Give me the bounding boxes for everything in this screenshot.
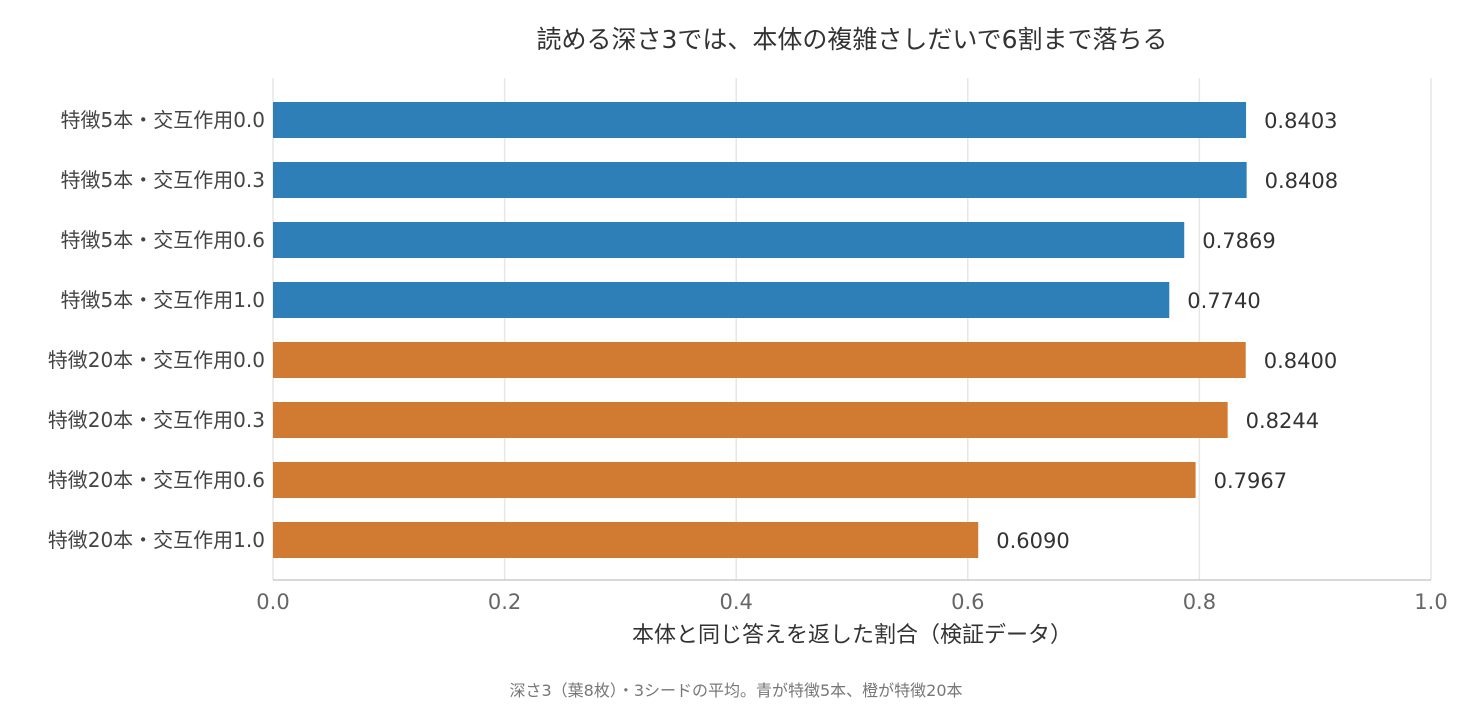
chart-title: 読める深さ3では、本体の複雑さしだいで6割まで落ちる [536,25,1167,54]
category-labels: 特徴5本・交互作用0.0 特徴5本・交互作用0.3 特徴5本・交互作用0.6 特徴5本… [48,108,265,552]
category-label: 特徴20本・交互作用0.3 [48,408,265,432]
x-tick-label: 0.0 [256,590,289,614]
bar [273,342,1246,378]
category-label: 特徴20本・交互作用0.6 [48,468,265,492]
value-labels: 0.8403 0.8408 0.7869 0.7740 0.8400 0.8244 0.79… [996,109,1338,553]
category-label: 特徴5本・交互作用0.0 [60,108,265,132]
value-label: 0.6090 [996,529,1069,553]
value-label: 0.7740 [1187,289,1260,313]
value-label: 0.8400 [1264,349,1337,373]
value-label: 0.8408 [1265,169,1338,193]
x-axis-ticks: 0.0 0.2 0.4 0.6 0.8 1.0 [256,590,1447,614]
gridlines [272,78,1432,580]
x-tick-label: 0.8 [1183,590,1216,614]
category-label: 特徴5本・交互作用1.0 [60,288,265,312]
bar [273,522,979,558]
x-tick-label: 0.4 [719,590,752,614]
category-label: 特徴20本・交互作用0.0 [48,348,265,372]
value-label: 0.7869 [1202,229,1275,253]
value-label: 0.7967 [1214,469,1287,493]
category-label: 特徴5本・交互作用0.3 [60,168,265,192]
x-axis-title: 本体と同じ答えを返した割合（検証データ） [632,623,1072,648]
category-label: 特徴5本・交互作用0.6 [60,228,265,252]
chart-caption: 深さ3（葉8枚）・3シードの平均。青が特徴5本、橙が特徴20本 [509,681,962,700]
x-tick-label: 0.2 [488,590,521,614]
value-label: 0.8244 [1246,409,1319,433]
bars [273,102,1247,558]
category-label: 特徴20本・交互作用1.0 [48,528,265,552]
value-label: 0.8403 [1264,109,1337,133]
bar [273,162,1247,198]
bar [273,222,1185,258]
bar [273,402,1228,438]
bar [273,282,1170,318]
bar [273,462,1196,498]
bar [273,102,1247,138]
x-tick-label: 0.6 [951,590,984,614]
x-tick-label: 1.0 [1414,590,1447,614]
